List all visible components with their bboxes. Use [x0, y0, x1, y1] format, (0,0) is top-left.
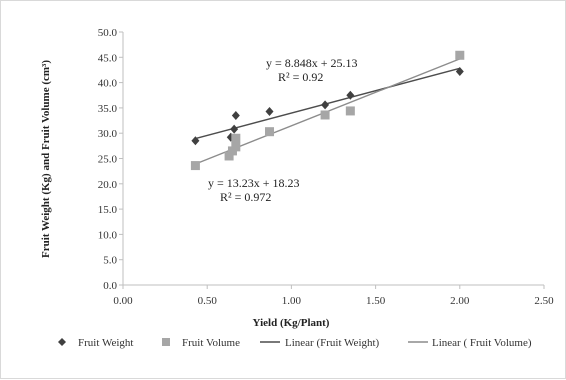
equation-volume-text: y = 13.23x + 18.23	[208, 176, 300, 190]
y-tick-label: 25.0	[98, 154, 118, 166]
point-fruit-volume	[345, 106, 355, 116]
legend-item-fruit-volume: Fruit Volume	[162, 337, 240, 349]
r2-volume-text: R² = 0.972	[220, 190, 271, 204]
y-axis-ticks: 0.0 5.0 10.0 15.0 20.0 25.0 30.0 35.0 40.0 45.0 50…	[98, 27, 123, 292]
y-tick-label: 10.0	[98, 229, 118, 241]
legend: Fruit Weight Fruit Volume Linear (Fruit …	[58, 337, 532, 349]
r2-weight-text: R² = 0.92	[278, 70, 323, 84]
y-tick-label: 45.0	[98, 52, 118, 64]
point-fruit-volume	[320, 110, 330, 120]
y-tick-label: 40.0	[98, 78, 118, 90]
x-tick-label: 2.00	[450, 295, 470, 307]
point-fruit-weight	[230, 124, 239, 134]
legend-label-fruit-weight: Fruit Weight	[78, 337, 133, 349]
legend-label-fruit-volume: Fruit Volume	[182, 337, 240, 349]
y-tick-label: 20.0	[98, 179, 118, 191]
x-tick-label: 0.50	[198, 295, 218, 307]
point-fruit-weight	[191, 136, 200, 146]
x-tick-label: 2.50	[534, 295, 554, 307]
data-points	[190, 50, 465, 171]
legend-item-linear-weight: Linear (Fruit Weight)	[260, 337, 380, 349]
point-fruit-weight	[265, 106, 274, 116]
y-tick-label: 30.0	[98, 128, 118, 140]
y-tick-label: 35.0	[98, 103, 118, 115]
point-fruit-weight	[321, 100, 330, 110]
point-fruit-weight	[346, 90, 355, 100]
x-tick-label: 1.00	[282, 295, 302, 307]
x-axis-title: Yield (Kg/Plant)	[253, 317, 330, 329]
y-tick-label: 15.0	[98, 204, 118, 216]
equation-volume: y = 13.23x + 18.23 R² = 0.972	[208, 176, 300, 204]
y-tick-label: 50.0	[98, 27, 118, 39]
equation-weight-text: y = 8.848x + 25.13	[266, 56, 358, 70]
legend-marker-fruit-volume	[162, 338, 170, 346]
point-fruit-volume	[231, 142, 241, 152]
point-fruit-volume	[455, 50, 465, 60]
y-tick-label: 0.0	[103, 280, 117, 292]
x-axis-ticks: 0.00 0.50 1.00 1.50 2.00 2.50	[113, 285, 554, 307]
equation-weight: y = 8.848x + 25.13 R² = 0.92	[266, 56, 358, 84]
point-fruit-volume	[231, 133, 241, 143]
point-fruit-weight	[455, 66, 464, 76]
x-tick-label: 0.00	[113, 295, 133, 307]
x-tick-label: 1.50	[366, 295, 386, 307]
legend-item-fruit-weight: Fruit Weight	[58, 337, 133, 349]
legend-label-linear-weight: Linear (Fruit Weight)	[285, 337, 380, 349]
y-tick-label: 5.0	[103, 255, 117, 267]
legend-label-linear-volume: Linear ( Fruit Volume)	[432, 337, 532, 349]
legend-item-linear-volume: Linear ( Fruit Volume)	[408, 337, 532, 349]
legend-marker-fruit-weight	[58, 338, 66, 346]
point-fruit-volume	[190, 161, 200, 171]
point-fruit-volume	[265, 127, 275, 137]
y-axis-title: Fruit Weight (Kg) and Fruit Volume (cm³)	[40, 60, 52, 258]
point-fruit-volume	[224, 151, 234, 161]
point-fruit-weight	[231, 110, 240, 120]
